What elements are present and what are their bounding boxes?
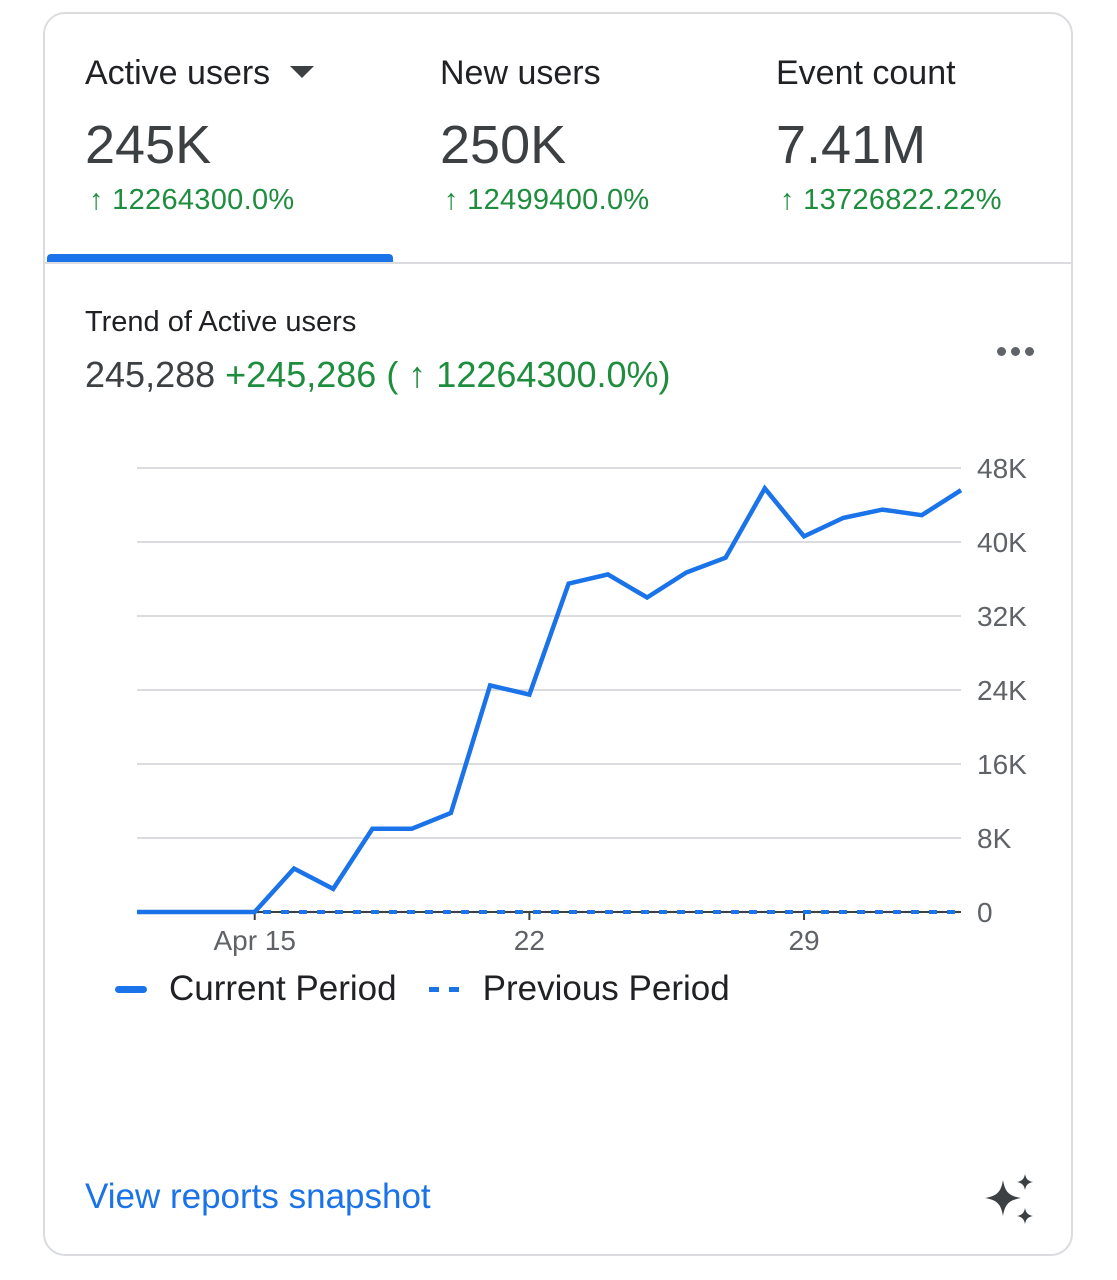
dropdown-caret-icon[interactable] [290, 66, 315, 79]
x-tick-label: 22 [514, 925, 545, 956]
metric-label: New users [440, 54, 601, 92]
trend-summary: 245,288 +245,286 ( ↑ 12264300.0%) [85, 354, 671, 396]
trend-chart: 0 8K 16K 24K 32K 40K 48K Apr 15 22 29 [137, 453, 1027, 956]
trend-total: 245,288 [85, 354, 216, 395]
view-reports-snapshot-link[interactable]: View reports snapshot [85, 1177, 431, 1216]
dot [996, 346, 1006, 356]
metric-value: 7.41M [776, 115, 927, 175]
tab-divider [45, 262, 1071, 264]
y-tick-label: 0 [977, 897, 993, 928]
metric-value: 245K [85, 115, 212, 175]
y-tick-label: 40K [977, 527, 1027, 558]
trend-change: +245,286 ( ↑ 12264300.0%) [225, 354, 671, 395]
x-tick-label: Apr 15 [213, 925, 296, 956]
sparkle-icon[interactable] [983, 1172, 1038, 1227]
series-current-period-line [137, 484, 963, 915]
y-tick-label: 8K [977, 823, 1012, 854]
legend-label-current: Current Period [169, 969, 397, 1008]
x-tick-label: 29 [788, 925, 819, 956]
trend-title: Trend of Active users [85, 306, 357, 338]
dot [1010, 346, 1020, 356]
metric-delta: ↑ 12264300.0% [89, 184, 295, 216]
dot [1024, 346, 1034, 356]
y-tick-label: 48K [977, 453, 1027, 484]
legend-label-previous: Previous Period [482, 969, 730, 1008]
y-tick-label: 32K [977, 601, 1027, 632]
metric-delta: ↑ 13726822.22% [780, 184, 1002, 216]
y-tick-label: 16K [977, 749, 1027, 780]
metric-label: Event count [776, 54, 956, 92]
legend-swatch-current [115, 985, 147, 993]
metric-delta: ↑ 12499400.0% [444, 184, 650, 216]
legend-swatch-previous [428, 986, 459, 992]
metric-label-wrap: Active users [85, 54, 315, 93]
metric-label: Active users [85, 54, 271, 92]
y-tick-label: 24K [977, 675, 1027, 706]
more-options-icon[interactable] [985, 336, 1045, 366]
metric-value: 250K [440, 115, 567, 175]
selected-tab-indicator [47, 254, 393, 262]
chart-legend: Current Period Previous Period [115, 969, 730, 1009]
active-users-card: Active users 245K ↑ 12264300.0% New user… [43, 12, 1073, 1256]
